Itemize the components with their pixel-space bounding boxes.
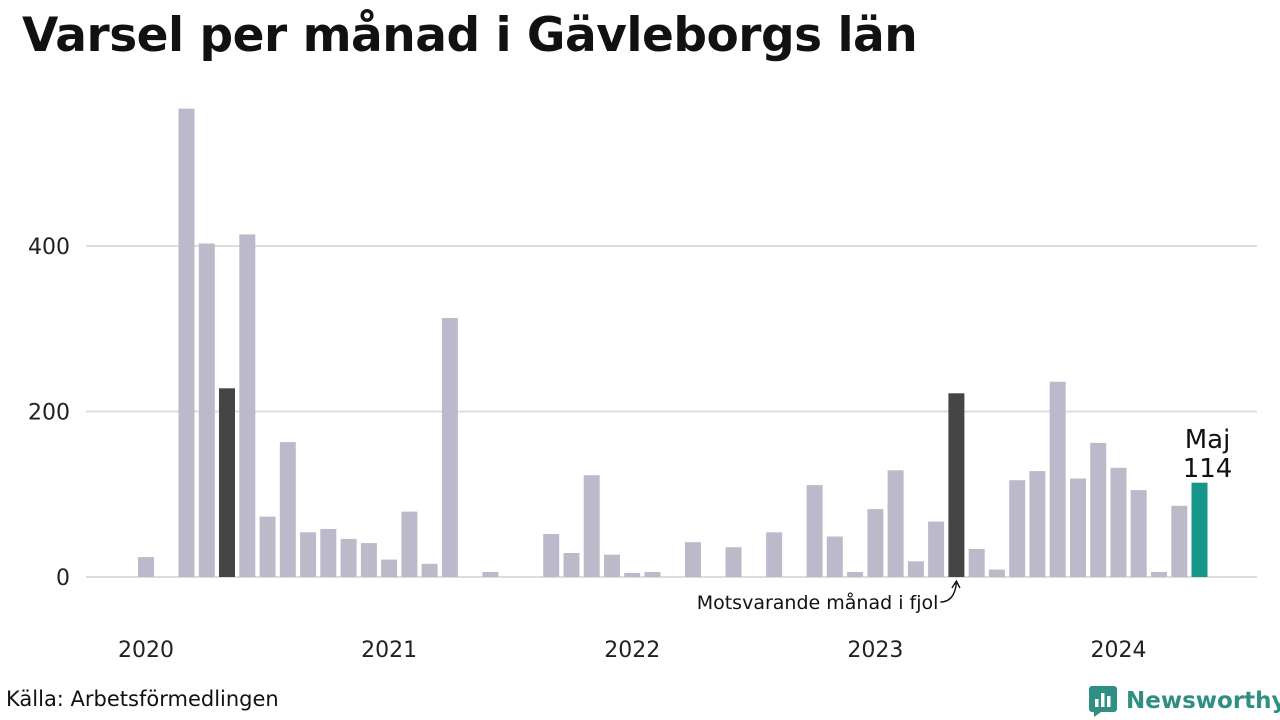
bar-2023-02 <box>887 470 904 577</box>
y-tick-label: 0 <box>56 566 70 591</box>
bar-2023-11 <box>1070 478 1086 577</box>
bar-2023-04 <box>928 521 945 577</box>
bar-2022-04 <box>685 542 701 577</box>
bar-2023-07 <box>988 569 1005 577</box>
bar-2022-02 <box>644 572 661 577</box>
bar-2023-03 <box>907 561 924 577</box>
bar-2022-12 <box>847 572 864 577</box>
bar-2021-03 <box>421 563 438 577</box>
bar-2020-09 <box>300 532 317 577</box>
bar-2021-06 <box>482 572 499 577</box>
newsworthy-logo-icon <box>1089 686 1117 717</box>
bar-2020-11 <box>340 538 357 577</box>
current-value-label: 114 <box>1183 454 1233 484</box>
bar-2020-01 <box>138 557 154 577</box>
bar-2023-10 <box>1049 381 1066 577</box>
x-tick-label-2022: 2022 <box>604 638 660 663</box>
brand-name: Newsworthy <box>1126 688 1280 714</box>
brand-logo[interactable]: Newsworthy <box>1088 684 1280 718</box>
compare-arrow-line <box>940 582 958 603</box>
bar-2024-04 <box>1171 505 1188 577</box>
x-tick-label-2023: 2023 <box>847 638 903 663</box>
bar-2020-12 <box>360 543 377 577</box>
bar-2023-05 <box>948 393 965 577</box>
bar-2020-05 <box>219 388 235 577</box>
x-tick-label-2020: 2020 <box>118 638 174 663</box>
x-tick-label-2021: 2021 <box>361 638 417 663</box>
y-tick-label: 400 <box>28 235 70 260</box>
bar-2024-02 <box>1130 490 1147 577</box>
compare-label: Motsvarande månad i fjol <box>697 591 939 614</box>
bar-2023-08 <box>1009 480 1026 577</box>
bar-2020-10 <box>320 529 337 577</box>
bar-2022-08 <box>766 532 783 577</box>
bar-2020-04 <box>198 243 215 577</box>
bar-2024-05 <box>1191 482 1208 577</box>
bar-2024-01 <box>1110 467 1127 577</box>
y-tick-label: 200 <box>28 401 70 426</box>
bar-2020-07 <box>259 516 276 577</box>
bar-2021-12 <box>604 554 620 577</box>
bar-2021-11 <box>583 475 600 577</box>
bar-2021-01 <box>381 559 398 577</box>
bar-2020-03 <box>178 108 195 577</box>
bar-2022-01 <box>624 572 641 577</box>
bar-2024-03 <box>1151 572 1167 577</box>
current-month-label: Maj <box>1185 425 1231 455</box>
compare-arrow-head <box>951 579 961 589</box>
bar-2020-08 <box>279 442 296 577</box>
bar-2023-06 <box>968 548 985 577</box>
x-tick-label-2024: 2024 <box>1090 638 1146 663</box>
axis-ticks: 0 200 400 2020 2021 2022 2023 2024 <box>28 235 1146 663</box>
bar-2022-10 <box>806 485 823 577</box>
bar-2023-12 <box>1090 442 1107 577</box>
bar-2021-04 <box>441 318 458 577</box>
bar-2023-01 <box>867 509 884 577</box>
bar-2021-02 <box>401 511 418 577</box>
bar-2022-06 <box>725 547 742 577</box>
bar-2021-10 <box>563 553 580 577</box>
source-note: Källa: Arbetsförmedlingen <box>6 687 279 711</box>
bar-2021-09 <box>543 534 560 577</box>
bar-2020-06 <box>239 234 256 577</box>
bar-2022-11 <box>826 536 843 577</box>
chart-title: Varsel per månad i Gävleborgs län <box>22 8 918 63</box>
bars <box>138 108 1208 577</box>
bar-2023-09 <box>1029 471 1046 577</box>
